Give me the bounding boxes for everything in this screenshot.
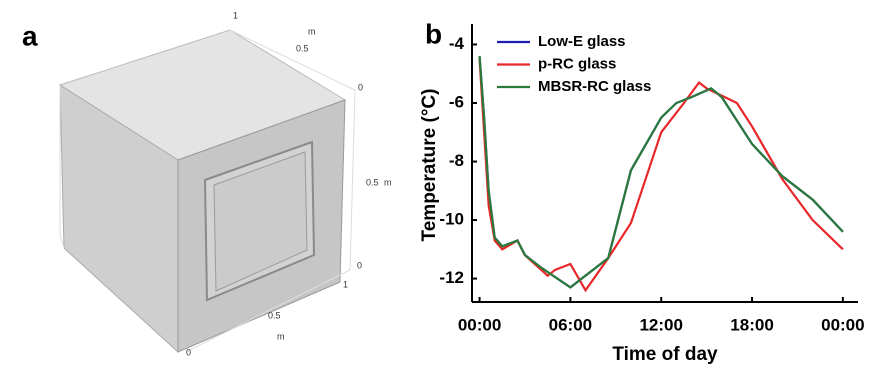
panel-label: b bbox=[425, 18, 442, 49]
axis-label: m bbox=[308, 26, 316, 36]
x-tick-label: 18:00 bbox=[730, 315, 773, 334]
y-tick-label: -12 bbox=[439, 268, 464, 287]
axis-label: 1 bbox=[233, 10, 238, 20]
y-tick-label: -8 bbox=[449, 151, 464, 170]
series-line bbox=[480, 56, 843, 287]
x-axis-title: Time of day bbox=[612, 344, 718, 365]
axis-label: 0.5 bbox=[296, 43, 309, 53]
legend-label: MBSR-RC glass bbox=[538, 78, 651, 95]
figure: a b 1m0.500.5m010.5m0-4-6-8-10-1200:0006… bbox=[0, 0, 870, 367]
legend-label: Low-E glass bbox=[538, 33, 626, 50]
axis-label: m bbox=[277, 331, 285, 341]
box-render bbox=[40, 0, 380, 367]
legend-label: p-RC glass bbox=[538, 55, 616, 72]
x-tick-label: 12:00 bbox=[639, 315, 682, 334]
x-tick-label: 06:00 bbox=[549, 315, 592, 334]
axis-label: 0.5 bbox=[366, 177, 379, 187]
series-line bbox=[480, 59, 843, 290]
y-tick-label: -6 bbox=[449, 92, 464, 111]
x-tick-label: 00:00 bbox=[821, 315, 864, 334]
y-axis-title: Temperature (°C) bbox=[419, 89, 440, 242]
axis-label: 0.5 bbox=[268, 310, 281, 320]
axis-label: m bbox=[384, 177, 392, 187]
x-tick-label: 00:00 bbox=[458, 315, 501, 334]
axis-label: 0 bbox=[357, 260, 362, 270]
axis-label: 0 bbox=[358, 82, 363, 92]
series-line bbox=[480, 56, 843, 287]
axis-label: 1 bbox=[343, 279, 348, 289]
panel-label: a bbox=[22, 20, 38, 51]
y-tick-label: -10 bbox=[439, 210, 464, 229]
y-tick-label: -4 bbox=[449, 34, 465, 53]
axis-label: 0 bbox=[186, 347, 191, 357]
